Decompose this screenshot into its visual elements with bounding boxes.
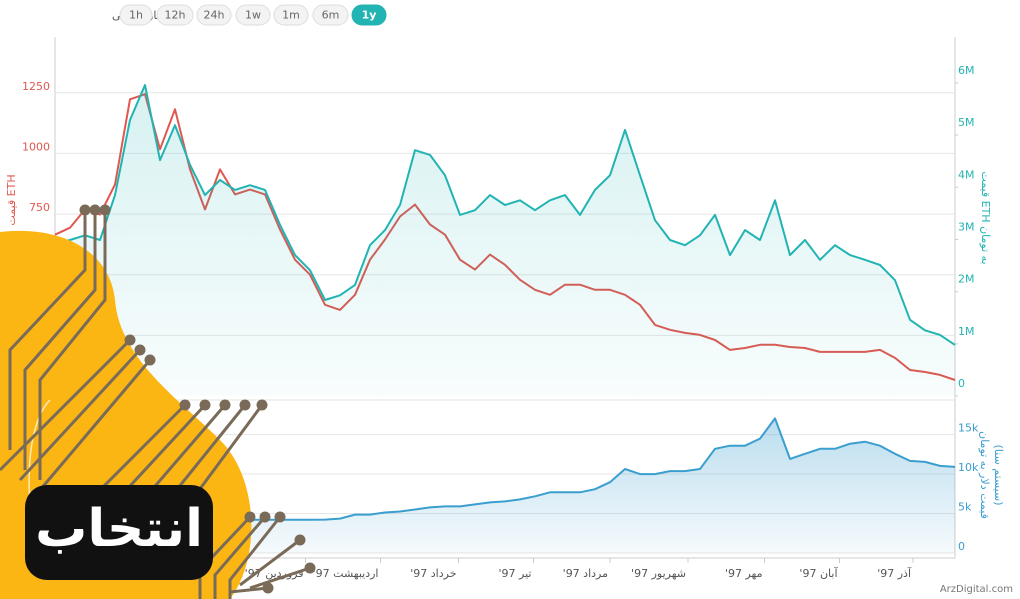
x-tick-label: تیر 97' [499,567,532,580]
logo-text: انتخاب [35,499,203,559]
range-button[interactable]: 1y [351,4,387,26]
range-button[interactable]: 1m [273,4,309,26]
button-bg [119,4,153,26]
y-tick-label: 15k [958,422,979,435]
x-tick-label: مهر 97' [725,567,763,580]
logo-box [25,485,213,580]
button-bg [235,4,271,26]
y2-axis-label: قیمت ETH به تومان [979,171,992,264]
x-tick-label: آذر 97' [877,566,912,580]
line [54,84,956,346]
button-bg [196,4,232,26]
range-button[interactable]: 6m [312,4,349,26]
x-tick-label: مرداد 97' [563,567,608,580]
button-bg [156,4,194,26]
button-label: 1m [282,9,300,22]
y-tick-label: 1000 [22,140,50,153]
y2-tick-label: 0 [958,377,965,390]
y-axis-label: قیمت ETH [5,174,18,225]
range-button[interactable]: 1h [119,4,153,26]
x-tick-label: خرداد 97' [410,567,456,580]
area [55,85,955,396]
x-tick-label: شهریور 97' [631,567,686,580]
y2-tick-label: 4M [958,168,975,181]
button-bg [273,4,309,26]
logo-overlay: انتخاب [0,204,316,599]
y2-tick-label: 1M [958,325,975,338]
y-tick-label: 0 [958,540,965,553]
y-axis-label: قیمت دلار به تومان [978,431,991,519]
range-button[interactable]: 24h [196,4,232,26]
x-tick-label: اردیبهشت 97' [313,567,379,580]
y-tick-label: 1250 [22,80,50,93]
y-tick-label: 5k [958,501,972,514]
y-axis-label: (سیستم سنا) [992,445,1005,506]
button-label: 1w [245,9,261,22]
y-tick-label: 750 [29,201,50,214]
range-button[interactable]: 1w [235,4,271,26]
button-label: 24h [204,9,225,22]
x-tick-label: آبان 97' [799,566,838,580]
button-label: 12h [165,9,186,22]
button-label: 6m [322,9,340,22]
y2-tick-label: 2M [958,273,975,286]
range-button[interactable]: 12h [156,4,194,26]
y2-tick-label: 5M [958,116,975,129]
y2-tick-label: 6M [958,64,975,77]
button-label: 1h [129,9,143,22]
button-label: 1y [362,9,377,22]
area [55,418,955,553]
button-bg [312,4,349,26]
watermark: ArzDigital.com [940,584,1013,595]
y-tick-label: 10k [958,461,979,474]
button-bg [351,4,387,26]
y2-tick-label: 3M [958,220,975,233]
